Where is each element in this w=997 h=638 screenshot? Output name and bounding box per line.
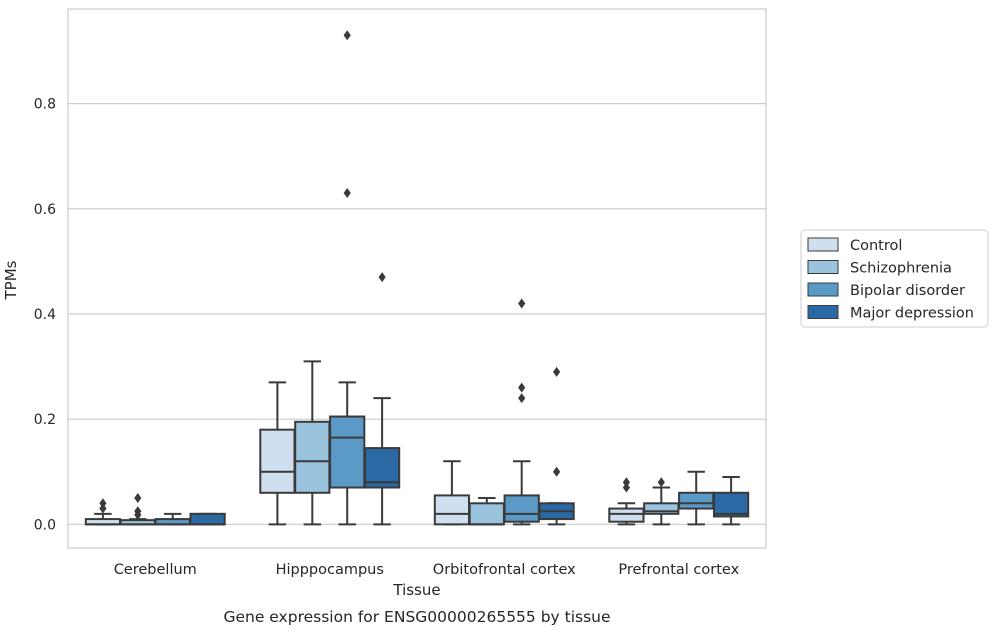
box-2-0: [433, 460, 471, 526]
box-body: [608, 507, 645, 523]
box-body: [294, 420, 331, 494]
box-1-0: [259, 381, 296, 526]
legend-swatch: [807, 260, 839, 274]
legend-swatch: [807, 305, 839, 319]
outlier-point: [343, 188, 351, 199]
box-0-2: [154, 512, 191, 526]
legend-label: Schizophrenia: [850, 261, 952, 277]
box-body: [433, 494, 471, 526]
outlier-point: [343, 30, 351, 41]
legend-label: Major depression: [850, 306, 974, 322]
box-body: [503, 494, 540, 523]
outlier-point: [99, 498, 107, 509]
x-tick-label: Hipppocampus: [276, 562, 384, 578]
legend-frame: [800, 229, 989, 328]
box-2-2: [503, 298, 540, 526]
outlier-point: [657, 477, 665, 488]
box-body: [363, 447, 401, 489]
y-tick-label: 0.2: [34, 412, 56, 428]
x-tick-label: Orbitofrontal cortex: [433, 562, 576, 578]
box-body: [259, 428, 296, 494]
outlier-point: [553, 366, 561, 377]
box-body: [643, 502, 680, 515]
y-tick-labels: 0.0 0.2 0.4 0.6 0.8: [34, 97, 56, 534]
box-body: [678, 491, 715, 510]
outlier-point: [99, 503, 107, 514]
outlier-point: [518, 393, 526, 404]
box-0-1: [119, 493, 156, 526]
legend-items: Control Schizophrenia Bipolar disorder Majo…: [807, 237, 974, 322]
y-tick-label: 0.8: [34, 97, 56, 113]
box-body: [329, 415, 366, 489]
outlier-point: [622, 482, 630, 493]
outlier-point: [553, 466, 561, 477]
x-tick-label: Cerebellum: [114, 562, 197, 578]
box-body: [468, 502, 505, 526]
chart-title: Gene expression for ENSG00000265555 by t…: [223, 608, 610, 626]
box-0-0: [84, 498, 122, 526]
outlier-point: [518, 382, 526, 393]
y-tick-label: 0.0: [34, 517, 56, 533]
outlier-point: [518, 298, 526, 309]
box-3-3: [712, 476, 750, 526]
y-axis-label: TPMs: [2, 260, 20, 300]
plot-frame: [67, 8, 767, 549]
legend: Control Schizophrenia Bipolar disorder Majo…: [800, 229, 989, 328]
legend-label: Bipolar disorder: [850, 283, 965, 299]
box-2-3: [538, 366, 575, 526]
outlier-point: [622, 477, 630, 488]
outlier-point: [378, 272, 386, 283]
box-3-2: [678, 470, 715, 526]
x-tick-label: Prefrontal cortex: [618, 562, 739, 578]
box-3-0: [608, 477, 645, 526]
x-axis-label: Tissue: [392, 581, 440, 599]
box-0-3: [189, 512, 226, 526]
legend-swatch: [807, 237, 839, 252]
box-body: [712, 491, 750, 518]
outlier-point: [134, 493, 142, 504]
legend-label: Control: [850, 238, 902, 254]
box-1-3: [363, 272, 401, 526]
box-plots: [84, 30, 750, 526]
box-body: [189, 512, 226, 526]
outlier-point: [134, 506, 142, 517]
x-tick-labels: Cerebellum Hipppocampus Orbitofrontal cort…: [114, 562, 740, 578]
box-1-2: [329, 30, 366, 526]
y-tick-label: 0.6: [34, 202, 56, 218]
y-tick-label: 0.4: [34, 307, 56, 323]
legend-swatch: [807, 282, 839, 297]
